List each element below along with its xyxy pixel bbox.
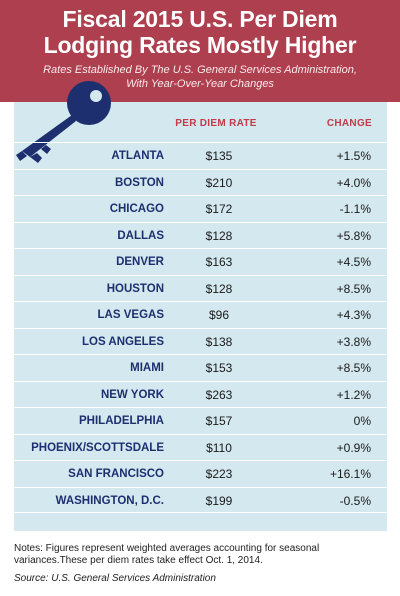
rate-value: $135 (205, 149, 233, 163)
table-row: CHICAGO $172 -1.1% (14, 195, 387, 222)
rate-value: $199 (205, 493, 233, 508)
rate-value: $153 (205, 361, 233, 375)
rate-value: $96 (208, 308, 230, 322)
change-value: +8.5% (336, 361, 371, 375)
change-value: -0.5% (339, 493, 371, 508)
table-row: ATLANTA $135 +1.5% (14, 142, 387, 169)
notes-text: Notes: Figures represent weighted averag… (14, 543, 320, 566)
change-value: +0.9% (336, 440, 371, 455)
table-row: NEW YORK $263 +1.2% (14, 380, 387, 408)
header-banner: Fiscal 2015 U.S. Per Diem Lodging Rates … (0, 0, 400, 102)
chart-subtitle: Rates Established By The U.S. General Se… (43, 64, 357, 90)
rate-value: $138 (205, 334, 233, 349)
table-row: DENVER $163 +4.5% (14, 248, 387, 275)
table-row: SAN FRANCISCO $223 +16.1% (14, 460, 387, 487)
change-value: +4.5% (336, 255, 371, 269)
change-value: +4.0% (336, 175, 371, 190)
city-label: CHICAGO (109, 203, 164, 215)
change-value: +1.5% (336, 149, 371, 163)
column-header-change: CHANGE (326, 118, 372, 129)
source-text: Source: U.S. General Services Administra… (14, 573, 216, 584)
city-label: ATLANTA (111, 150, 164, 162)
table-row: LOS ANGELES $138 +3.8% (14, 327, 387, 355)
rate-value: $110 (206, 440, 232, 455)
change-value: +5.8% (336, 228, 371, 243)
rate-value: $128 (205, 228, 233, 243)
rate-value: $172 (205, 202, 233, 216)
change-value: -1.1% (339, 202, 371, 216)
city-label: WASHINGTON, D.C. (55, 494, 164, 507)
city-label: DALLAS (117, 229, 164, 242)
rates-table: ATLANTA $135 +1.5% BOSTON $210 +4.0% CHICAGO $1… (14, 142, 387, 513)
change-value: +3.8% (336, 334, 371, 349)
change-value: +4.3% (336, 308, 371, 322)
key-icon (16, 81, 111, 163)
table-row: MIAMI $153 +8.5% (14, 354, 387, 381)
city-label: BOSTON (115, 176, 164, 189)
table-row: BOSTON $210 +4.0% (14, 168, 387, 196)
city-label: PHILADELPHIA (79, 415, 164, 427)
rate-value: $223 (205, 467, 233, 481)
city-label: SAN FRANCISCO (68, 468, 164, 480)
city-label: PHOENIX/SCOTTSDALE (31, 441, 164, 454)
change-value: +1.2% (336, 387, 371, 402)
rate-value: $263 (205, 387, 233, 402)
rate-value: $128 (205, 281, 233, 296)
table-row: LAS VEGAS $96 +4.3% (14, 301, 387, 328)
change-value: +16.1% (329, 467, 371, 481)
city-label: DENVER (116, 256, 164, 268)
change-value: 0% (353, 414, 371, 428)
rate-value: $210 (205, 175, 233, 190)
city-label: HOUSTON (106, 282, 164, 295)
column-header-rate: PER DIEM RATE (175, 118, 257, 129)
rate-value: $157 (205, 414, 233, 428)
change-value: +8.5% (336, 281, 371, 296)
rate-value: $163 (205, 255, 233, 269)
city-label: LOS ANGELES (82, 335, 164, 348)
table-row: WASHINGTON, D.C. $199 -0.5% (14, 486, 387, 513)
table-panel (14, 102, 387, 531)
table-row: DALLAS $128 +5.8% (14, 221, 387, 249)
table-row: PHOENIX/SCOTTSDALE $110 +0.9% (14, 433, 387, 461)
city-label: NEW YORK (100, 388, 164, 401)
table-row: HOUSTON $128 +8.5% (14, 274, 387, 302)
chart-title: Fiscal 2015 U.S. Per Diem Lodging Rates … (43, 6, 357, 58)
table-row: PHILADELPHIA $157 0% (14, 407, 387, 434)
city-label: MIAMI (130, 362, 164, 374)
city-label: LAS VEGAS (97, 309, 164, 321)
